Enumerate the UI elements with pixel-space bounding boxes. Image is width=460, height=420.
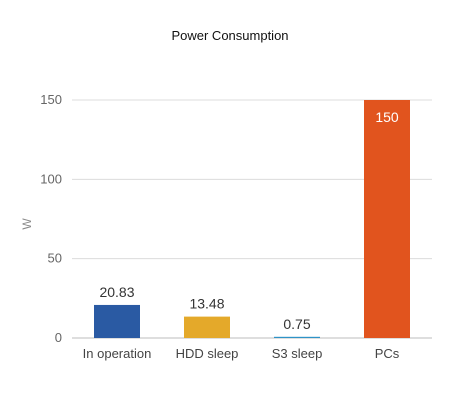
category-labels: In operation HDD sleep S3 sleep PCs (83, 346, 400, 361)
y-tick-label: 0 (55, 330, 62, 345)
y-axis-label: W (20, 218, 34, 230)
y-tick-label: 100 (40, 171, 62, 186)
data-label: 13.48 (189, 296, 224, 312)
y-tick-label: 50 (48, 251, 62, 266)
data-label: 0.75 (283, 316, 310, 332)
bar-s3-sleep (274, 336, 320, 338)
value-labels: 20.83 13.48 0.75 150 (99, 109, 398, 332)
chart-title: Power Consumption (171, 28, 288, 43)
data-label: 20.83 (99, 284, 134, 300)
x-tick-label: PCs (375, 346, 400, 361)
y-tick-labels: 0 50 100 150 (40, 92, 62, 345)
x-tick-label: S3 sleep (272, 346, 323, 361)
bars (94, 100, 410, 338)
x-tick-label: In operation (83, 346, 152, 361)
y-tick-label: 150 (40, 92, 62, 107)
x-tick-label: HDD sleep (176, 346, 239, 361)
bar-hdd-sleep (184, 316, 230, 338)
bar-pcs (364, 100, 410, 338)
data-label: 150 (375, 109, 399, 125)
bar-in-operation (94, 304, 140, 338)
